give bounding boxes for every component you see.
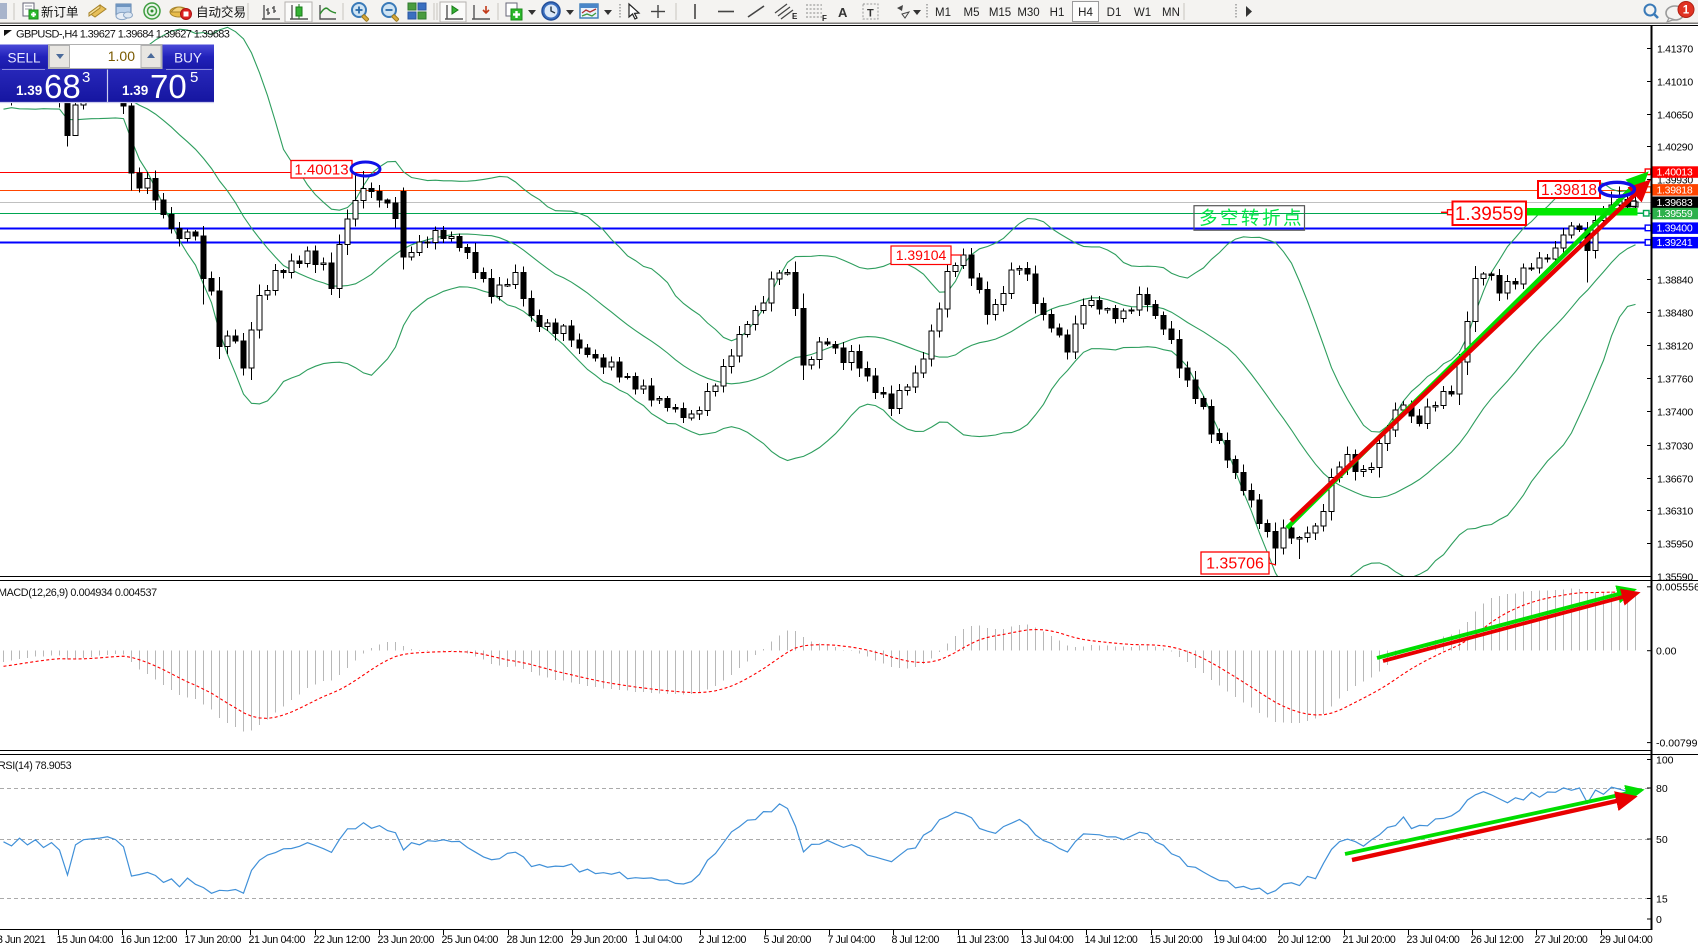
svg-text:13 Jul 04:00: 13 Jul 04:00 [1021, 934, 1074, 945]
svg-text:MN: MN [1162, 7, 1180, 19]
svg-text:1.38480: 1.38480 [1657, 307, 1693, 319]
svg-text:50: 50 [1656, 834, 1668, 846]
svg-text:1.41010: 1.41010 [1657, 76, 1693, 88]
svg-text:22 Jun 12:00: 22 Jun 12:00 [314, 934, 371, 945]
svg-text:16 Jun 12:00: 16 Jun 12:00 [121, 934, 178, 945]
svg-text:15 Jun 04:00: 15 Jun 04:00 [57, 934, 114, 945]
svg-text:多空转折点: 多空转折点 [1199, 208, 1304, 229]
svg-text:1.39559: 1.39559 [1657, 208, 1693, 220]
svg-text:29 Jun 20:00: 29 Jun 20:00 [571, 934, 628, 945]
svg-text:1.39: 1.39 [16, 83, 42, 98]
svg-text:1.39241: 1.39241 [1657, 237, 1693, 249]
svg-text:D1: D1 [1107, 7, 1122, 19]
svg-text:A: A [838, 5, 848, 20]
svg-text:21 Jun 04:00: 21 Jun 04:00 [249, 934, 306, 945]
svg-text:2 Jul 12:00: 2 Jul 12:00 [699, 934, 747, 945]
svg-text:1.39683: 1.39683 [1657, 197, 1693, 209]
svg-text:M15: M15 [989, 7, 1011, 19]
svg-text:M1: M1 [935, 7, 951, 19]
svg-text:28 Jun 12:00: 28 Jun 12:00 [507, 934, 564, 945]
svg-text:1.40290: 1.40290 [1657, 141, 1693, 153]
svg-text:1 Jul 04:00: 1 Jul 04:00 [635, 934, 683, 945]
svg-text:27 Jul 20:00: 27 Jul 20:00 [1535, 934, 1588, 945]
svg-text:1.35950: 1.35950 [1657, 538, 1693, 550]
svg-text:0.005556: 0.005556 [1656, 582, 1698, 594]
svg-text:自动交易: 自动交易 [196, 5, 246, 20]
svg-text:8 Jul 12:00: 8 Jul 12:00 [892, 934, 940, 945]
svg-text:1.39818: 1.39818 [1541, 182, 1597, 199]
svg-text:1.38120: 1.38120 [1657, 340, 1693, 352]
svg-text:1.40013: 1.40013 [294, 162, 348, 179]
svg-text:H1: H1 [1050, 7, 1065, 19]
svg-text:SELL: SELL [7, 51, 41, 66]
svg-text:BUY: BUY [174, 51, 202, 66]
svg-text:14 Jul 12:00: 14 Jul 12:00 [1085, 934, 1138, 945]
svg-text:80: 80 [1656, 783, 1668, 795]
svg-text:MACD(12,26,9) 0.004934 0.00453: MACD(12,26,9) 0.004934 0.004537 [0, 587, 157, 599]
svg-text:1.39818: 1.39818 [1657, 184, 1693, 196]
svg-text:100: 100 [1656, 754, 1674, 766]
svg-text:1.41370: 1.41370 [1657, 43, 1693, 55]
svg-text:1.38840: 1.38840 [1657, 274, 1693, 286]
svg-text:68: 68 [44, 68, 81, 105]
svg-text:15: 15 [1656, 893, 1668, 905]
svg-text:1.36670: 1.36670 [1657, 473, 1693, 485]
svg-text:15 Jul 20:00: 15 Jul 20:00 [1150, 934, 1203, 945]
svg-text:0: 0 [1656, 914, 1662, 926]
svg-text:1.35590: 1.35590 [1657, 571, 1693, 583]
svg-text:1.37400: 1.37400 [1657, 406, 1693, 418]
svg-text:1.40013: 1.40013 [1657, 167, 1693, 179]
svg-text:1.36310: 1.36310 [1657, 505, 1693, 517]
svg-text:1.35706: 1.35706 [1206, 556, 1264, 573]
svg-text:-0.00799: -0.00799 [1656, 737, 1698, 749]
svg-text:70: 70 [150, 68, 187, 105]
svg-text:1.39104: 1.39104 [896, 247, 947, 263]
svg-text:T: T [867, 8, 874, 20]
svg-text:新订单: 新订单 [41, 5, 79, 20]
svg-text:1.40650: 1.40650 [1657, 109, 1693, 121]
svg-text:20 Jul 12:00: 20 Jul 12:00 [1278, 934, 1331, 945]
svg-text:23 Jul 04:00: 23 Jul 04:00 [1407, 934, 1460, 945]
svg-text:26 Jul 12:00: 26 Jul 12:00 [1471, 934, 1524, 945]
svg-text:21 Jul 20:00: 21 Jul 20:00 [1343, 934, 1396, 945]
svg-text:17 Jun 20:00: 17 Jun 20:00 [185, 934, 242, 945]
svg-text:E: E [792, 12, 798, 21]
svg-text:3: 3 [82, 69, 90, 86]
svg-text:1: 1 [1683, 5, 1690, 17]
svg-text:7 Jul 04:00: 7 Jul 04:00 [828, 934, 876, 945]
svg-text:M5: M5 [964, 7, 980, 19]
svg-text:5 Jul 20:00: 5 Jul 20:00 [764, 934, 812, 945]
svg-text:25 Jun 04:00: 25 Jun 04:00 [442, 934, 499, 945]
svg-text:0.00: 0.00 [1656, 646, 1677, 658]
svg-text:GBPUSD-,H4 1.39627 1.39684 1.: GBPUSD-,H4 1.39627 1.39684 1.39627 1.396… [16, 29, 230, 41]
svg-text:F: F [822, 14, 827, 23]
svg-text:1.37030: 1.37030 [1657, 440, 1693, 452]
svg-text:RSI(14) 78.9053: RSI(14) 78.9053 [0, 760, 72, 772]
svg-text:H4: H4 [1078, 7, 1093, 19]
svg-text:1.37760: 1.37760 [1657, 373, 1693, 385]
svg-text:23 Jun 20:00: 23 Jun 20:00 [378, 934, 435, 945]
svg-text:13 Jun 2021: 13 Jun 2021 [0, 934, 46, 945]
svg-text:1.00: 1.00 [108, 48, 135, 64]
svg-text:1.39559: 1.39559 [1455, 204, 1524, 225]
svg-text:1.39: 1.39 [122, 83, 148, 98]
svg-text:19 Jul 04:00: 19 Jul 04:00 [1214, 934, 1267, 945]
svg-text:1.39400: 1.39400 [1657, 223, 1693, 235]
svg-text:M30: M30 [1017, 7, 1039, 19]
svg-text:W1: W1 [1134, 7, 1151, 19]
svg-text:11 Jul 23:00: 11 Jul 23:00 [957, 934, 1010, 945]
svg-text:5: 5 [190, 69, 198, 86]
svg-text:29 Jul 04:00: 29 Jul 04:00 [1600, 934, 1653, 945]
